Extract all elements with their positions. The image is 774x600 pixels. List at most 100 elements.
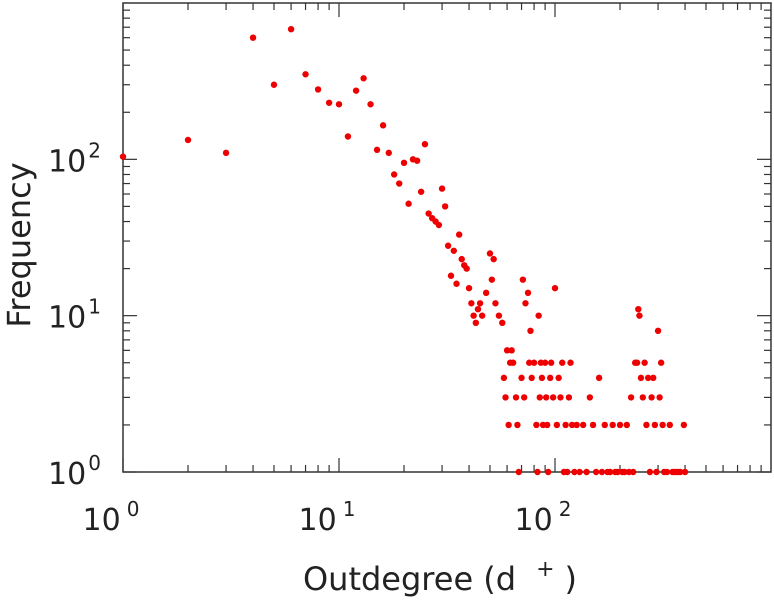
data-point	[547, 359, 555, 366]
data-point	[438, 185, 446, 192]
data-point	[468, 300, 475, 307]
data-point	[335, 101, 343, 108]
data-point	[543, 421, 551, 429]
data-point	[470, 312, 477, 319]
data-point	[637, 374, 645, 382]
data-point	[478, 312, 486, 319]
data-point	[441, 203, 449, 210]
x-tick-base: 10	[299, 503, 337, 538]
data-point	[659, 421, 666, 429]
data-point	[530, 359, 538, 366]
x-tick-exponent: 0	[127, 497, 140, 521]
data-point	[421, 140, 429, 148]
data-point	[522, 300, 529, 307]
data-points	[119, 25, 689, 476]
data-point	[503, 347, 511, 354]
data-point	[302, 71, 309, 78]
data-point	[458, 255, 465, 263]
data-point	[644, 374, 652, 382]
data-point	[536, 394, 543, 401]
data-point	[666, 421, 673, 429]
data-point	[379, 122, 387, 129]
y-tick-exponent: 1	[88, 295, 101, 319]
data-point	[555, 374, 562, 382]
data-point	[465, 284, 473, 292]
data-point	[314, 86, 322, 93]
data-point	[119, 153, 127, 160]
data-point	[641, 359, 648, 366]
data-point	[287, 25, 295, 33]
data-point	[595, 374, 603, 382]
data-point	[616, 421, 624, 429]
data-point	[505, 421, 512, 429]
data-point	[635, 305, 642, 313]
data-point	[583, 468, 590, 476]
data-point	[571, 468, 578, 476]
data-point	[474, 305, 482, 313]
data-point	[579, 421, 587, 429]
data-point	[534, 468, 541, 476]
data-point	[646, 468, 654, 476]
data-point	[653, 468, 660, 476]
data-point	[586, 394, 594, 401]
y-tick-base: 10	[48, 301, 86, 336]
data-point	[544, 468, 552, 476]
data-point	[390, 171, 398, 178]
y-tick-base: 10	[48, 144, 86, 179]
x-tick-base: 10	[515, 503, 553, 538]
data-point	[656, 394, 663, 401]
data-point	[648, 394, 655, 401]
data-point	[373, 146, 381, 154]
data-point	[568, 421, 576, 429]
data-point	[455, 231, 463, 238]
data-point	[512, 394, 520, 401]
data-point	[490, 255, 497, 263]
data-point	[651, 421, 659, 429]
data-point	[681, 468, 689, 476]
data-point	[639, 394, 647, 401]
data-point	[546, 374, 554, 382]
data-point	[502, 394, 509, 401]
data-point	[400, 159, 408, 167]
data-point	[344, 133, 352, 140]
y-axis-label: Frequency	[0, 162, 38, 327]
data-point	[549, 394, 557, 401]
data-point	[538, 374, 546, 382]
data-point	[526, 359, 533, 366]
x-tick-label: 10 2	[515, 497, 572, 538]
data-point	[623, 421, 631, 429]
data-point	[601, 421, 608, 429]
y-tick-label: 10 1	[48, 295, 101, 336]
data-point	[609, 421, 616, 429]
data-point	[557, 394, 564, 401]
data-point	[535, 312, 542, 319]
x-tick-exponent: 2	[559, 497, 572, 521]
data-point	[677, 468, 684, 476]
data-point	[564, 468, 571, 476]
data-point	[508, 347, 515, 354]
data-point	[573, 421, 580, 429]
data-point	[453, 280, 460, 287]
data-point	[524, 289, 532, 297]
data-point	[413, 157, 421, 164]
axis-ticks	[122, 3, 771, 473]
data-point	[542, 394, 550, 401]
data-point	[663, 468, 671, 476]
y-tick-label: 10 2	[48, 138, 101, 179]
data-point	[500, 374, 508, 382]
data-point	[565, 394, 573, 401]
y-tick-exponent: 0	[88, 451, 101, 475]
data-point	[592, 468, 600, 476]
data-point	[463, 265, 470, 272]
x-tick-base: 10	[83, 503, 121, 538]
data-point	[606, 468, 614, 476]
data-point	[598, 468, 606, 476]
data-point	[435, 221, 443, 229]
data-point	[472, 319, 480, 327]
data-point	[576, 468, 583, 476]
data-point	[450, 247, 457, 254]
data-point	[492, 300, 499, 307]
data-point	[528, 374, 535, 382]
data-point	[360, 75, 367, 82]
data-point	[527, 327, 534, 335]
